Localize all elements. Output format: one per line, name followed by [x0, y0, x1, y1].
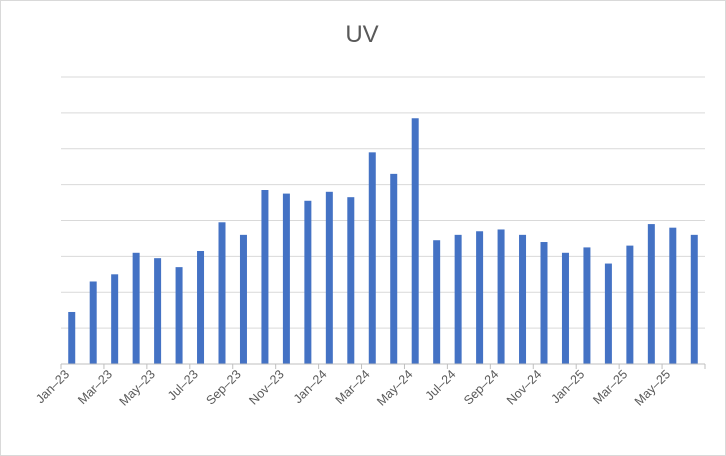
bar-feb-24: [347, 197, 355, 364]
bar-jun-23: [175, 267, 183, 364]
x-tick-label: Mar–24: [333, 367, 373, 407]
bar-dec-23: [304, 200, 312, 364]
bar-apr-25: [647, 224, 655, 364]
bar-jul-23: [197, 250, 205, 364]
bar-nov-23: [282, 193, 290, 364]
bar-jan-25: [583, 247, 591, 364]
bar-sep-24: [497, 229, 505, 364]
bar-may-24: [411, 118, 419, 364]
x-tick-label: Nov–24: [504, 367, 544, 407]
bar-jan-23: [68, 311, 76, 364]
x-tick-label: Mar–23: [75, 367, 115, 407]
x-tick-label: Sep–24: [461, 367, 501, 407]
bar-jun-25: [690, 234, 698, 364]
bar-may-25: [669, 227, 677, 364]
x-tick-label: Jan–25: [548, 367, 587, 406]
bar-oct-24: [519, 234, 527, 364]
x-tick-label: Mar–25: [590, 367, 630, 407]
bar-may-23: [154, 258, 162, 364]
bar-feb-25: [604, 263, 612, 364]
x-tick-label: Jul–23: [165, 367, 201, 403]
bar-nov-24: [540, 242, 548, 364]
x-tick-label: Sep–23: [203, 367, 243, 407]
bar-feb-23: [89, 281, 97, 364]
x-axis: [60, 363, 706, 369]
x-tick-labels: Jan–23 Mar–23 May–23 Jul–23 Sep–23 Nov–23 Jan–…: [33, 367, 673, 408]
bar-oct-23: [261, 190, 269, 364]
x-tick-label: Nov–23: [246, 367, 286, 407]
x-tick-label: Jan–23: [33, 367, 72, 406]
x-tick-label: Jan–24: [291, 367, 330, 406]
x-tick-label: Jul–24: [423, 367, 459, 403]
bar-mar-24: [368, 152, 376, 364]
x-tick-label: May–25: [632, 367, 673, 408]
bar-mar-23: [111, 274, 119, 364]
bar-mar-25: [626, 245, 634, 364]
bar-sep-23: [239, 234, 247, 364]
bar-jun-24: [433, 240, 441, 364]
x-tick-label: May–23: [117, 367, 158, 408]
bar-jan-24: [325, 191, 333, 364]
x-tick-label: May–24: [374, 367, 415, 408]
gridlines: [61, 76, 705, 329]
bar-aug-24: [476, 231, 484, 364]
bar-aug-23: [218, 222, 226, 364]
bar-apr-23: [132, 252, 140, 364]
bars: [68, 118, 698, 364]
bar-dec-24: [561, 252, 569, 364]
chart-title: UV: [345, 21, 378, 48]
bar-jul-24: [454, 234, 462, 364]
bar-apr-24: [390, 173, 398, 364]
